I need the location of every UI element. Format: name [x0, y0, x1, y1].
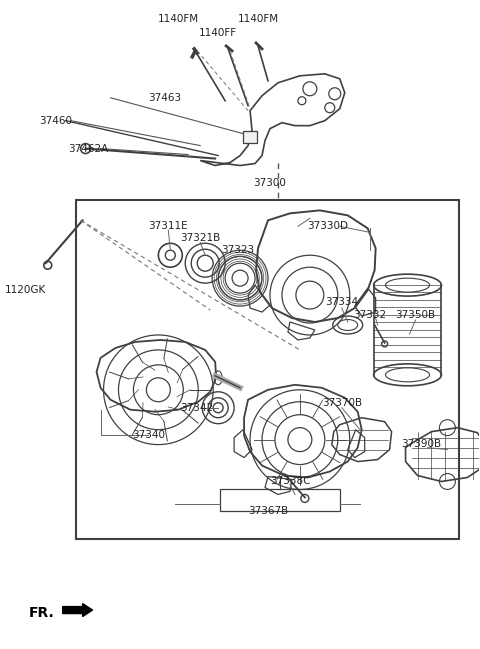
Text: 1120GK: 1120GK: [5, 285, 47, 295]
Text: 1140FF: 1140FF: [199, 28, 237, 38]
Text: FR.: FR.: [29, 606, 55, 620]
Text: 37332: 37332: [353, 310, 386, 320]
Text: 1140FM: 1140FM: [238, 14, 278, 24]
Text: 37338C: 37338C: [270, 476, 310, 487]
Text: 37390B: 37390B: [401, 439, 442, 448]
FancyArrow shape: [63, 604, 93, 617]
Text: 37340: 37340: [132, 430, 165, 439]
Text: 37330D: 37330D: [307, 221, 348, 231]
Text: 37334: 37334: [325, 297, 358, 307]
Text: 37463: 37463: [148, 93, 181, 103]
Text: 37367B: 37367B: [248, 506, 288, 517]
Bar: [76, 201, 459, 539]
Text: 37462A: 37462A: [69, 143, 108, 154]
Text: 37300: 37300: [253, 178, 287, 188]
Text: 37350B: 37350B: [396, 310, 435, 320]
Text: 37342: 37342: [180, 403, 213, 413]
Text: 37321B: 37321B: [180, 233, 220, 243]
Text: 37311E: 37311E: [148, 221, 188, 231]
Text: 1140FM: 1140FM: [158, 14, 199, 24]
Bar: [243, 130, 257, 143]
Bar: [220, 489, 340, 511]
Text: 37460: 37460: [39, 116, 72, 126]
Text: 37323: 37323: [222, 245, 255, 255]
Text: 37370B: 37370B: [322, 398, 362, 408]
